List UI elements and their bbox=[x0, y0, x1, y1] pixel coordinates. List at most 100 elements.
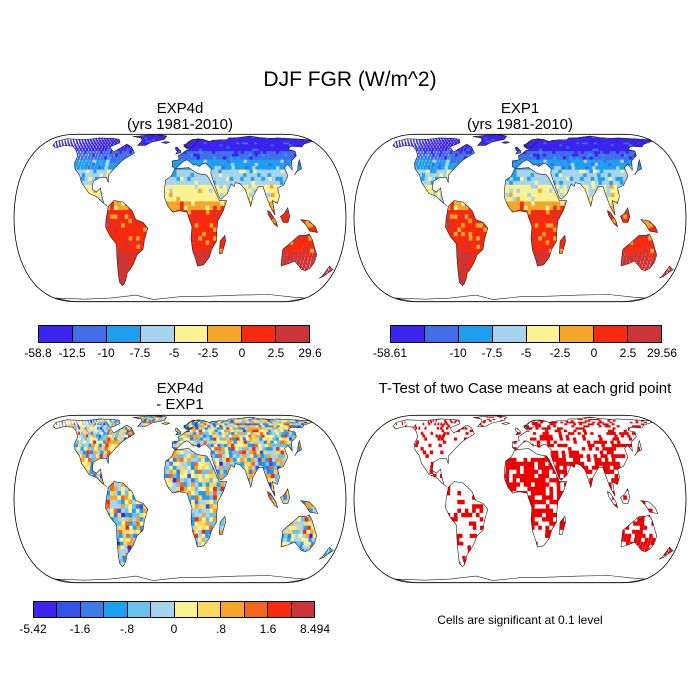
grid-cell bbox=[79, 158, 83, 163]
grid-cell bbox=[286, 213, 292, 219]
grid-cell bbox=[183, 176, 188, 181]
grid-cell bbox=[202, 204, 207, 210]
grid-cell bbox=[81, 172, 86, 177]
grid-cell bbox=[198, 200, 203, 206]
grid-cell bbox=[281, 248, 285, 253]
grid-cell bbox=[106, 145, 109, 149]
grid-cell bbox=[102, 139, 104, 143]
grid-cell bbox=[92, 172, 96, 177]
grid-cell bbox=[183, 168, 188, 174]
grid-cell bbox=[243, 143, 249, 147]
grid-cell bbox=[81, 145, 84, 149]
grid-cell bbox=[107, 165, 112, 170]
grid-cell bbox=[217, 162, 222, 167]
grid-cell bbox=[98, 162, 102, 167]
grid-cell bbox=[253, 150, 259, 154]
grid-cell bbox=[122, 150, 126, 154]
grid-cell bbox=[119, 158, 124, 163]
grid-cell bbox=[264, 172, 270, 177]
grid-cell bbox=[248, 188, 254, 193]
grid-cell bbox=[244, 183, 250, 189]
grid-cell bbox=[139, 239, 145, 245]
grid-cell bbox=[147, 134, 150, 137]
grid-cell bbox=[191, 200, 196, 206]
grid-cell bbox=[187, 213, 192, 219]
grid-cell bbox=[106, 213, 111, 219]
grid-cell bbox=[222, 152, 228, 157]
grid-cell bbox=[205, 209, 211, 215]
grid-cell bbox=[191, 139, 196, 143]
grid-cell bbox=[260, 158, 266, 163]
grid-cell bbox=[221, 150, 227, 154]
grid-cell bbox=[297, 235, 302, 241]
map-border bbox=[13, 133, 347, 303]
grid-cell bbox=[121, 231, 126, 237]
grid-cell bbox=[258, 147, 264, 152]
grid-cell bbox=[266, 150, 272, 154]
grid-cell bbox=[250, 158, 256, 163]
grid-cell bbox=[229, 172, 234, 177]
grid-cell bbox=[140, 136, 143, 138]
grid-cell bbox=[223, 139, 229, 143]
grid-cell bbox=[220, 239, 225, 245]
grid-cell bbox=[128, 150, 132, 154]
grid-cell bbox=[112, 138, 115, 141]
coastline-madagascar bbox=[219, 234, 226, 254]
grid-cell bbox=[201, 180, 206, 185]
grid-cell bbox=[187, 192, 192, 198]
grid-cell bbox=[271, 141, 278, 145]
grid-cell bbox=[190, 248, 196, 253]
grid-cell bbox=[232, 145, 238, 149]
grid-cell bbox=[224, 150, 230, 154]
grid-cell bbox=[186, 152, 191, 157]
grid-cell bbox=[250, 150, 256, 154]
grid-cell bbox=[236, 138, 242, 141]
grid-cell bbox=[87, 180, 91, 185]
grid-cell bbox=[143, 135, 147, 137]
grid-cell bbox=[136, 243, 142, 249]
grid-cell bbox=[216, 143, 221, 147]
grid-cell bbox=[239, 155, 245, 160]
grid-cell bbox=[113, 158, 117, 163]
grid-cell bbox=[264, 162, 271, 167]
grid-cell bbox=[84, 139, 87, 143]
grid-cell bbox=[225, 172, 231, 177]
grid-cell bbox=[223, 158, 229, 163]
grid-cell bbox=[121, 145, 125, 149]
grid-cell bbox=[111, 165, 115, 170]
grid-cell bbox=[132, 150, 136, 154]
grid-cell bbox=[132, 231, 137, 237]
grid-cell bbox=[237, 180, 242, 185]
grid-cell bbox=[258, 143, 264, 147]
grid-cell bbox=[106, 138, 109, 141]
grid-cell bbox=[270, 192, 276, 198]
grid-cell bbox=[460, 280, 466, 284]
grid-cell bbox=[269, 150, 275, 154]
grid-cell bbox=[176, 200, 181, 206]
grid-cell bbox=[236, 176, 242, 181]
grid-cell bbox=[283, 158, 290, 163]
grid-cell bbox=[212, 180, 217, 185]
grid-cell bbox=[176, 168, 181, 174]
grid-cell bbox=[147, 137, 150, 140]
grid-cell bbox=[230, 138, 236, 141]
grid-cell bbox=[268, 200, 273, 206]
grid-cell bbox=[190, 192, 196, 198]
grid-cell bbox=[200, 139, 205, 143]
grid-cell bbox=[280, 152, 287, 157]
grid-cell bbox=[92, 138, 95, 141]
grid-cell bbox=[198, 143, 203, 147]
grid-cell bbox=[194, 226, 200, 232]
grid-cell bbox=[99, 145, 103, 149]
grid-cell bbox=[201, 176, 206, 181]
grid-cell bbox=[64, 138, 66, 141]
grid-cell bbox=[106, 141, 109, 145]
grid-cell bbox=[203, 158, 208, 163]
grid-cell bbox=[101, 147, 105, 152]
grid-cell bbox=[81, 162, 85, 167]
grid-cell bbox=[152, 137, 156, 140]
grid-cell bbox=[304, 239, 308, 245]
grid-cell bbox=[198, 145, 203, 149]
grid-cell bbox=[283, 218, 288, 224]
grid-cell bbox=[186, 143, 190, 147]
